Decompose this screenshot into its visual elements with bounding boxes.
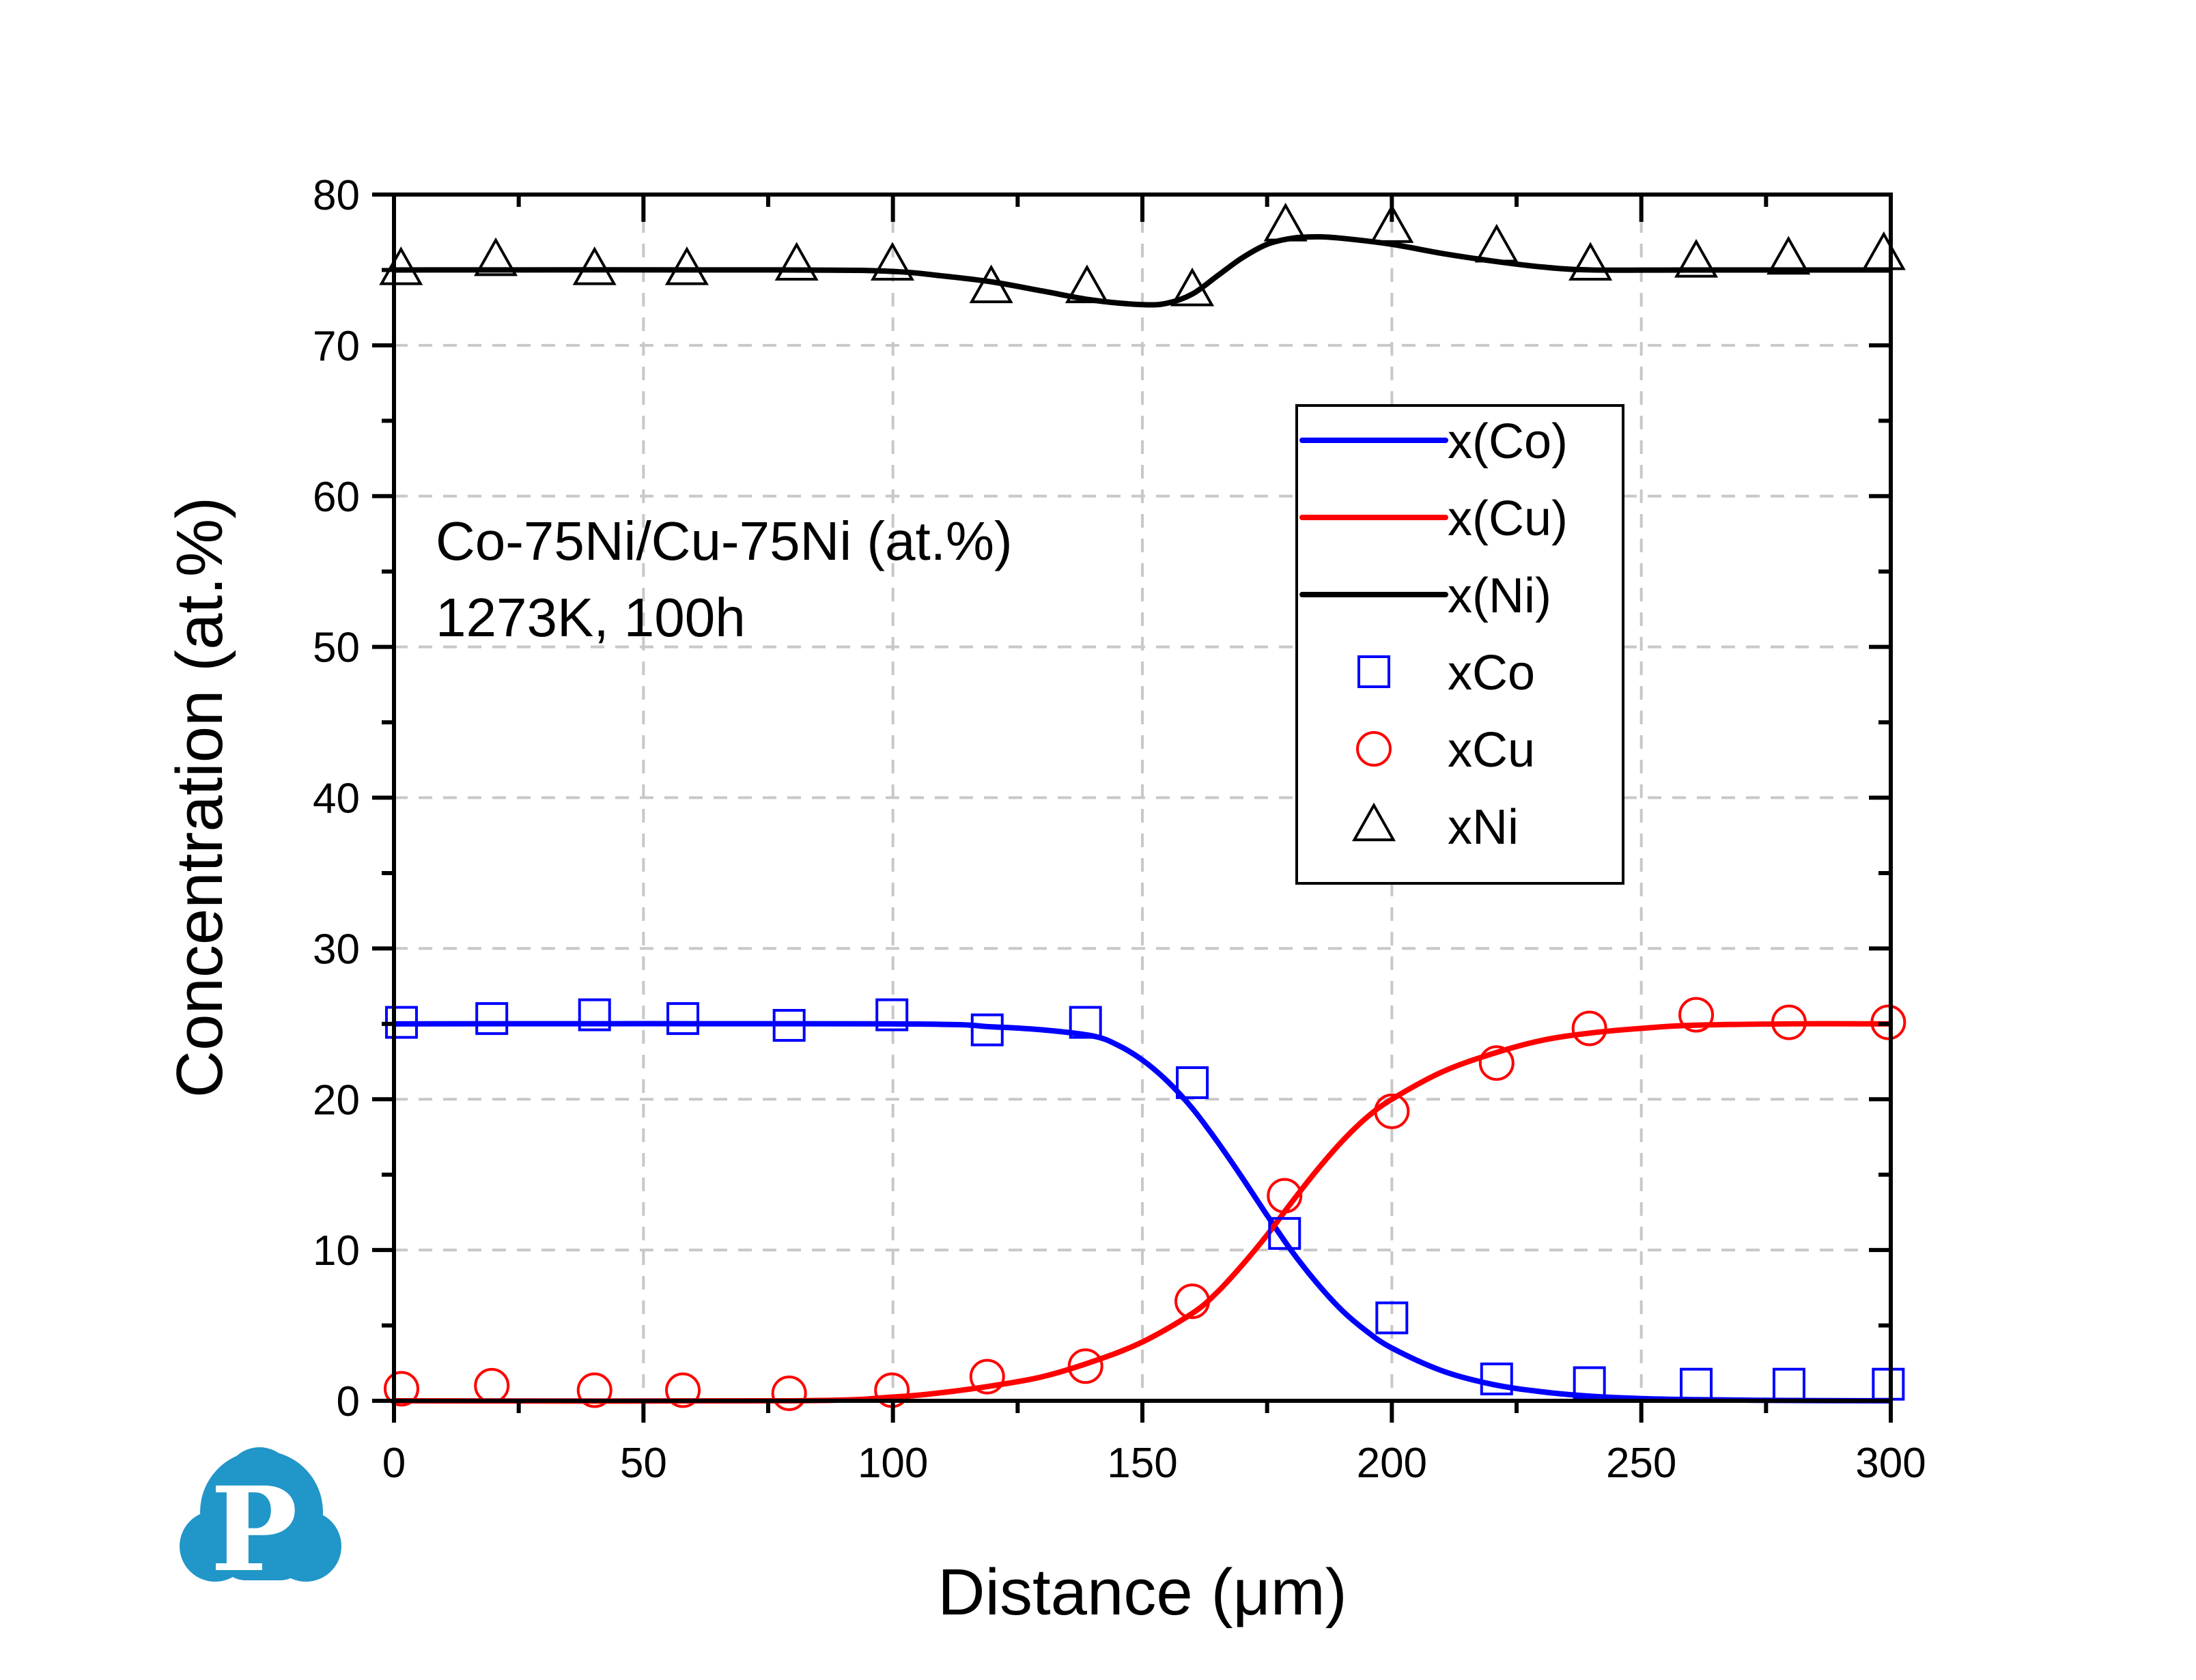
- annotation-alloy: Co-75Ni/Cu-75Ni (at.%): [436, 511, 1013, 571]
- data-point-xcu: [1478, 1045, 1515, 1081]
- y-tick-label: 50: [313, 625, 360, 672]
- data-point-xco: [578, 998, 611, 1031]
- x-tick-label: 100: [858, 1440, 928, 1487]
- legend-box: [1295, 404, 1624, 885]
- series-line-xni: [393, 233, 1891, 308]
- y-tick-label: 10: [313, 1227, 360, 1275]
- data-point-xni: [664, 246, 709, 285]
- data-point-xco: [875, 998, 909, 1031]
- y-tick-label: 70: [313, 323, 360, 370]
- y-tick-label: 60: [313, 474, 360, 521]
- data-point-xcu: [1571, 1010, 1607, 1047]
- data-point-xco: [1573, 1366, 1606, 1399]
- data-point-xco: [1176, 1066, 1209, 1099]
- series-lines: [393, 233, 1891, 1404]
- grid-lines: [394, 195, 1891, 1401]
- data-point-xni: [379, 246, 423, 285]
- data-point-xco: [666, 1002, 700, 1036]
- x-axis-title: Distance (μm): [938, 1556, 1347, 1629]
- series-line-xcu: [393, 1021, 1891, 1404]
- data-point-xco: [772, 1009, 806, 1042]
- legend-label-xni: xNi: [1448, 800, 1519, 855]
- data-point-xni: [1170, 267, 1215, 307]
- data-point-xcu: [576, 1372, 613, 1408]
- legend-label-xcu: xCu: [1448, 723, 1535, 778]
- x-tick-label: 150: [1107, 1440, 1177, 1487]
- data-point-xcu: [1174, 1283, 1211, 1320]
- data-point-xni: [870, 242, 914, 281]
- y-tick-label: 20: [313, 1077, 360, 1124]
- data-point-xco: [1268, 1216, 1301, 1250]
- data-point-xni: [969, 264, 1013, 304]
- data-point-xcu: [1771, 1004, 1807, 1040]
- data-point-xco: [1480, 1362, 1513, 1395]
- legend-marker-xni: [1351, 802, 1396, 842]
- axis-tick-labels: 0 50 100 150 200 250 300 0 10 20 30 40 50 60 70 80: [313, 172, 1926, 1487]
- data-point-xni: [1065, 264, 1109, 304]
- data-point-xcu: [1678, 997, 1715, 1033]
- data-point-xcu: [1870, 1004, 1906, 1040]
- x-tick-label: 200: [1357, 1440, 1427, 1487]
- legend-label-xco: xCo: [1448, 646, 1535, 700]
- data-point-xni: [774, 242, 819, 281]
- x-tick-label: 50: [620, 1440, 667, 1487]
- data-point-xcu: [1067, 1348, 1103, 1384]
- legend: x(Co) x(Cu) x(Ni) xCo xCu xNi: [1295, 404, 1624, 885]
- data-point-xni: [1766, 236, 1811, 275]
- legend-marker-xco: [1357, 655, 1390, 688]
- y-axis-title: Concentration (at.%): [163, 497, 236, 1098]
- legend-label-xcu: x(Cu): [1448, 492, 1568, 546]
- data-point-xcu: [665, 1372, 701, 1408]
- data-point-xcu: [383, 1371, 419, 1407]
- data-point-xni: [1474, 223, 1519, 263]
- data-point-xco: [970, 1013, 1004, 1047]
- data-point-xcu: [1374, 1093, 1410, 1129]
- data-point-xco: [1375, 1301, 1409, 1335]
- data-point-xcu: [1267, 1178, 1303, 1214]
- x-tick-label: 0: [382, 1440, 406, 1487]
- data-point-xni: [474, 237, 518, 276]
- data-point-xcu: [771, 1375, 807, 1411]
- logo-letter: P: [210, 1462, 298, 1598]
- x-tick-label: 250: [1606, 1440, 1676, 1487]
- data-point-xni: [1263, 202, 1308, 242]
- y-tick-label: 30: [313, 926, 360, 973]
- data-point-xcu: [969, 1358, 1005, 1395]
- data-point-xni: [1674, 238, 1719, 278]
- x-tick-label: 300: [1855, 1440, 1926, 1487]
- data-point-xco: [475, 1002, 509, 1036]
- y-tick-label: 40: [313, 775, 360, 823]
- legend-label-xco: x(Co): [1448, 414, 1568, 469]
- annotation-conditions: 1273K, 100h: [436, 587, 746, 648]
- axis-ticks: [372, 193, 1893, 1423]
- legend-marker-xcu: [1356, 731, 1392, 767]
- data-point-xni: [572, 246, 617, 285]
- data-point-xco: [1069, 1006, 1102, 1039]
- y-tick-label: 0: [337, 1378, 360, 1425]
- data-point-xni: [1370, 204, 1414, 243]
- logo-p-icon: P: [180, 1447, 341, 1598]
- legend-label-xni: x(Ni): [1448, 569, 1551, 623]
- y-tick-label: 80: [313, 172, 360, 219]
- data-point-xni: [1568, 242, 1613, 281]
